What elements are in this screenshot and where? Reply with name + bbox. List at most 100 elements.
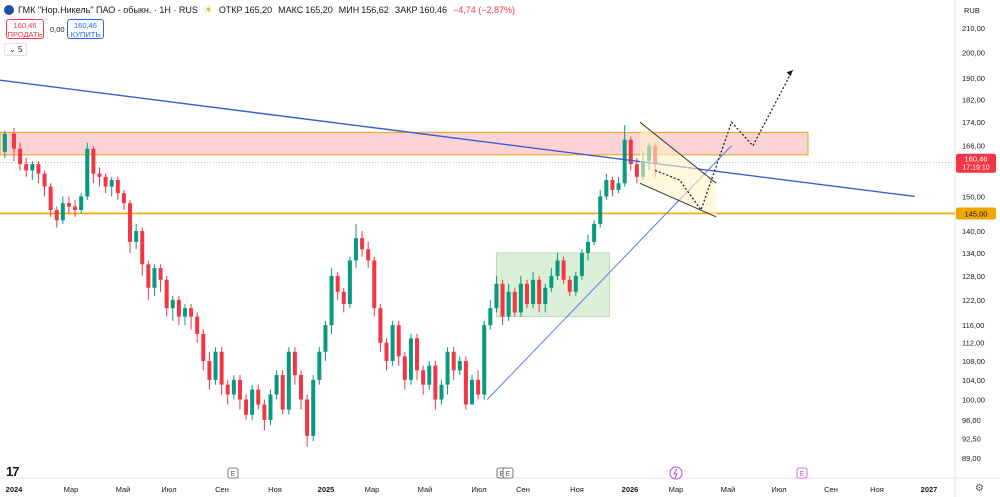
candle-body[interactable] [201,333,206,361]
buy-button[interactable]: 160,46 КУПИТЬ [67,19,104,39]
candle-body[interactable] [549,275,554,288]
flag-upper-line[interactable] [639,121,717,184]
candle-body[interactable] [237,379,242,400]
candle-body[interactable] [402,356,407,380]
candle-body[interactable] [579,252,584,276]
candle-body[interactable] [121,193,126,204]
earnings-event-icon[interactable] [227,467,239,479]
candle-body[interactable] [225,384,230,395]
candle-body[interactable] [427,365,432,385]
candle-body[interactable] [384,342,389,361]
candle-body[interactable] [378,308,383,343]
dividend-event-icon[interactable] [669,466,683,480]
candle-body[interactable] [256,389,261,405]
candle-body[interactable] [207,360,212,380]
candle-body[interactable] [274,375,279,395]
candle-body[interactable] [439,384,444,400]
earnings-event-icon[interactable] [796,467,808,479]
candle-body[interactable] [537,279,542,305]
candle-body[interactable] [189,308,194,317]
candle-body[interactable] [268,394,273,420]
candle-body[interactable] [36,164,41,174]
candle-body[interactable] [176,299,181,317]
candle-body[interactable] [433,365,438,400]
candle-body[interactable] [415,338,420,371]
gear-icon[interactable]: ⚙ [975,483,984,494]
candle-body[interactable] [60,203,65,221]
candle-body[interactable] [213,351,218,380]
candle-body[interactable] [494,283,499,309]
tradingview-logo-icon[interactable]: 17 [6,464,20,479]
projection-path[interactable] [654,69,794,212]
candle-body[interactable] [598,196,603,224]
candle-body[interactable] [628,139,633,165]
candle-body[interactable] [488,308,493,326]
candle-body[interactable] [134,231,139,242]
long-trendline[interactable] [0,78,915,198]
candle-body[interactable] [616,183,621,190]
candle-body[interactable] [182,308,187,317]
candle-body[interactable] [317,351,322,380]
candle-body[interactable] [42,173,47,187]
candle-body[interactable] [48,186,53,211]
candle-body[interactable] [518,283,523,313]
candle-body[interactable] [79,196,84,211]
candle-body[interactable] [12,133,16,149]
candle-body[interactable] [567,279,572,292]
candle-body[interactable] [634,164,639,177]
candle-body[interactable] [73,206,78,211]
candle-body[interactable] [115,180,120,194]
candle-body[interactable] [152,268,157,288]
candle-body[interactable] [146,264,151,288]
candle-body[interactable] [470,379,474,405]
candle-body[interactable] [482,325,487,395]
candle-body[interactable] [396,325,401,357]
candle-body[interactable] [445,351,450,385]
candle-body[interactable] [360,238,365,250]
candle-body[interactable] [250,389,255,415]
candle-body[interactable] [66,203,71,207]
flag-lower-line[interactable] [639,182,717,218]
symbol-title[interactable]: ГМК "Нор.Никель" ПАО - обыкн. · 1Н · RUS [18,5,198,15]
candle-body[interactable] [97,173,102,177]
candle-body[interactable] [408,338,413,380]
candle-body[interactable] [140,231,145,265]
candle-body[interactable] [195,316,200,334]
candle-body[interactable] [524,283,529,305]
candle-body[interactable] [372,260,377,309]
candle-body[interactable] [30,164,35,171]
candle-body[interactable] [262,404,267,420]
candle-body[interactable] [622,139,627,184]
candle-body[interactable] [421,370,426,385]
candle-body[interactable] [54,210,59,221]
candle-body[interactable] [463,360,468,405]
candle-body[interactable] [476,379,481,395]
resistance-zone[interactable] [0,131,809,156]
candle-body[interactable] [305,399,310,436]
candle-body[interactable] [341,291,346,305]
indicators-toggle[interactable]: ⌄ 5 [4,43,28,56]
candle-body[interactable] [586,241,591,253]
candle-body[interactable] [555,260,560,276]
candle-body[interactable] [128,203,133,242]
candle-body[interactable] [286,351,291,410]
candle-body[interactable] [244,399,249,415]
candle-body[interactable] [610,180,615,190]
candle-body[interactable] [170,299,175,309]
candle-body[interactable] [109,180,114,187]
candle-body[interactable] [103,176,108,187]
candle-body[interactable] [592,223,597,242]
candle-body[interactable] [531,279,536,305]
candle-body[interactable] [500,283,505,317]
candle-body[interactable] [347,260,352,305]
candle-body[interactable] [329,275,334,326]
candle-body[interactable] [506,291,511,317]
candle-body[interactable] [366,249,371,261]
candle-body[interactable] [231,379,236,395]
candle-body[interactable] [219,351,224,385]
candle-body[interactable] [280,375,285,410]
candle-body[interactable] [451,351,456,371]
candle-body[interactable] [604,180,609,197]
candle-body[interactable] [18,148,23,165]
